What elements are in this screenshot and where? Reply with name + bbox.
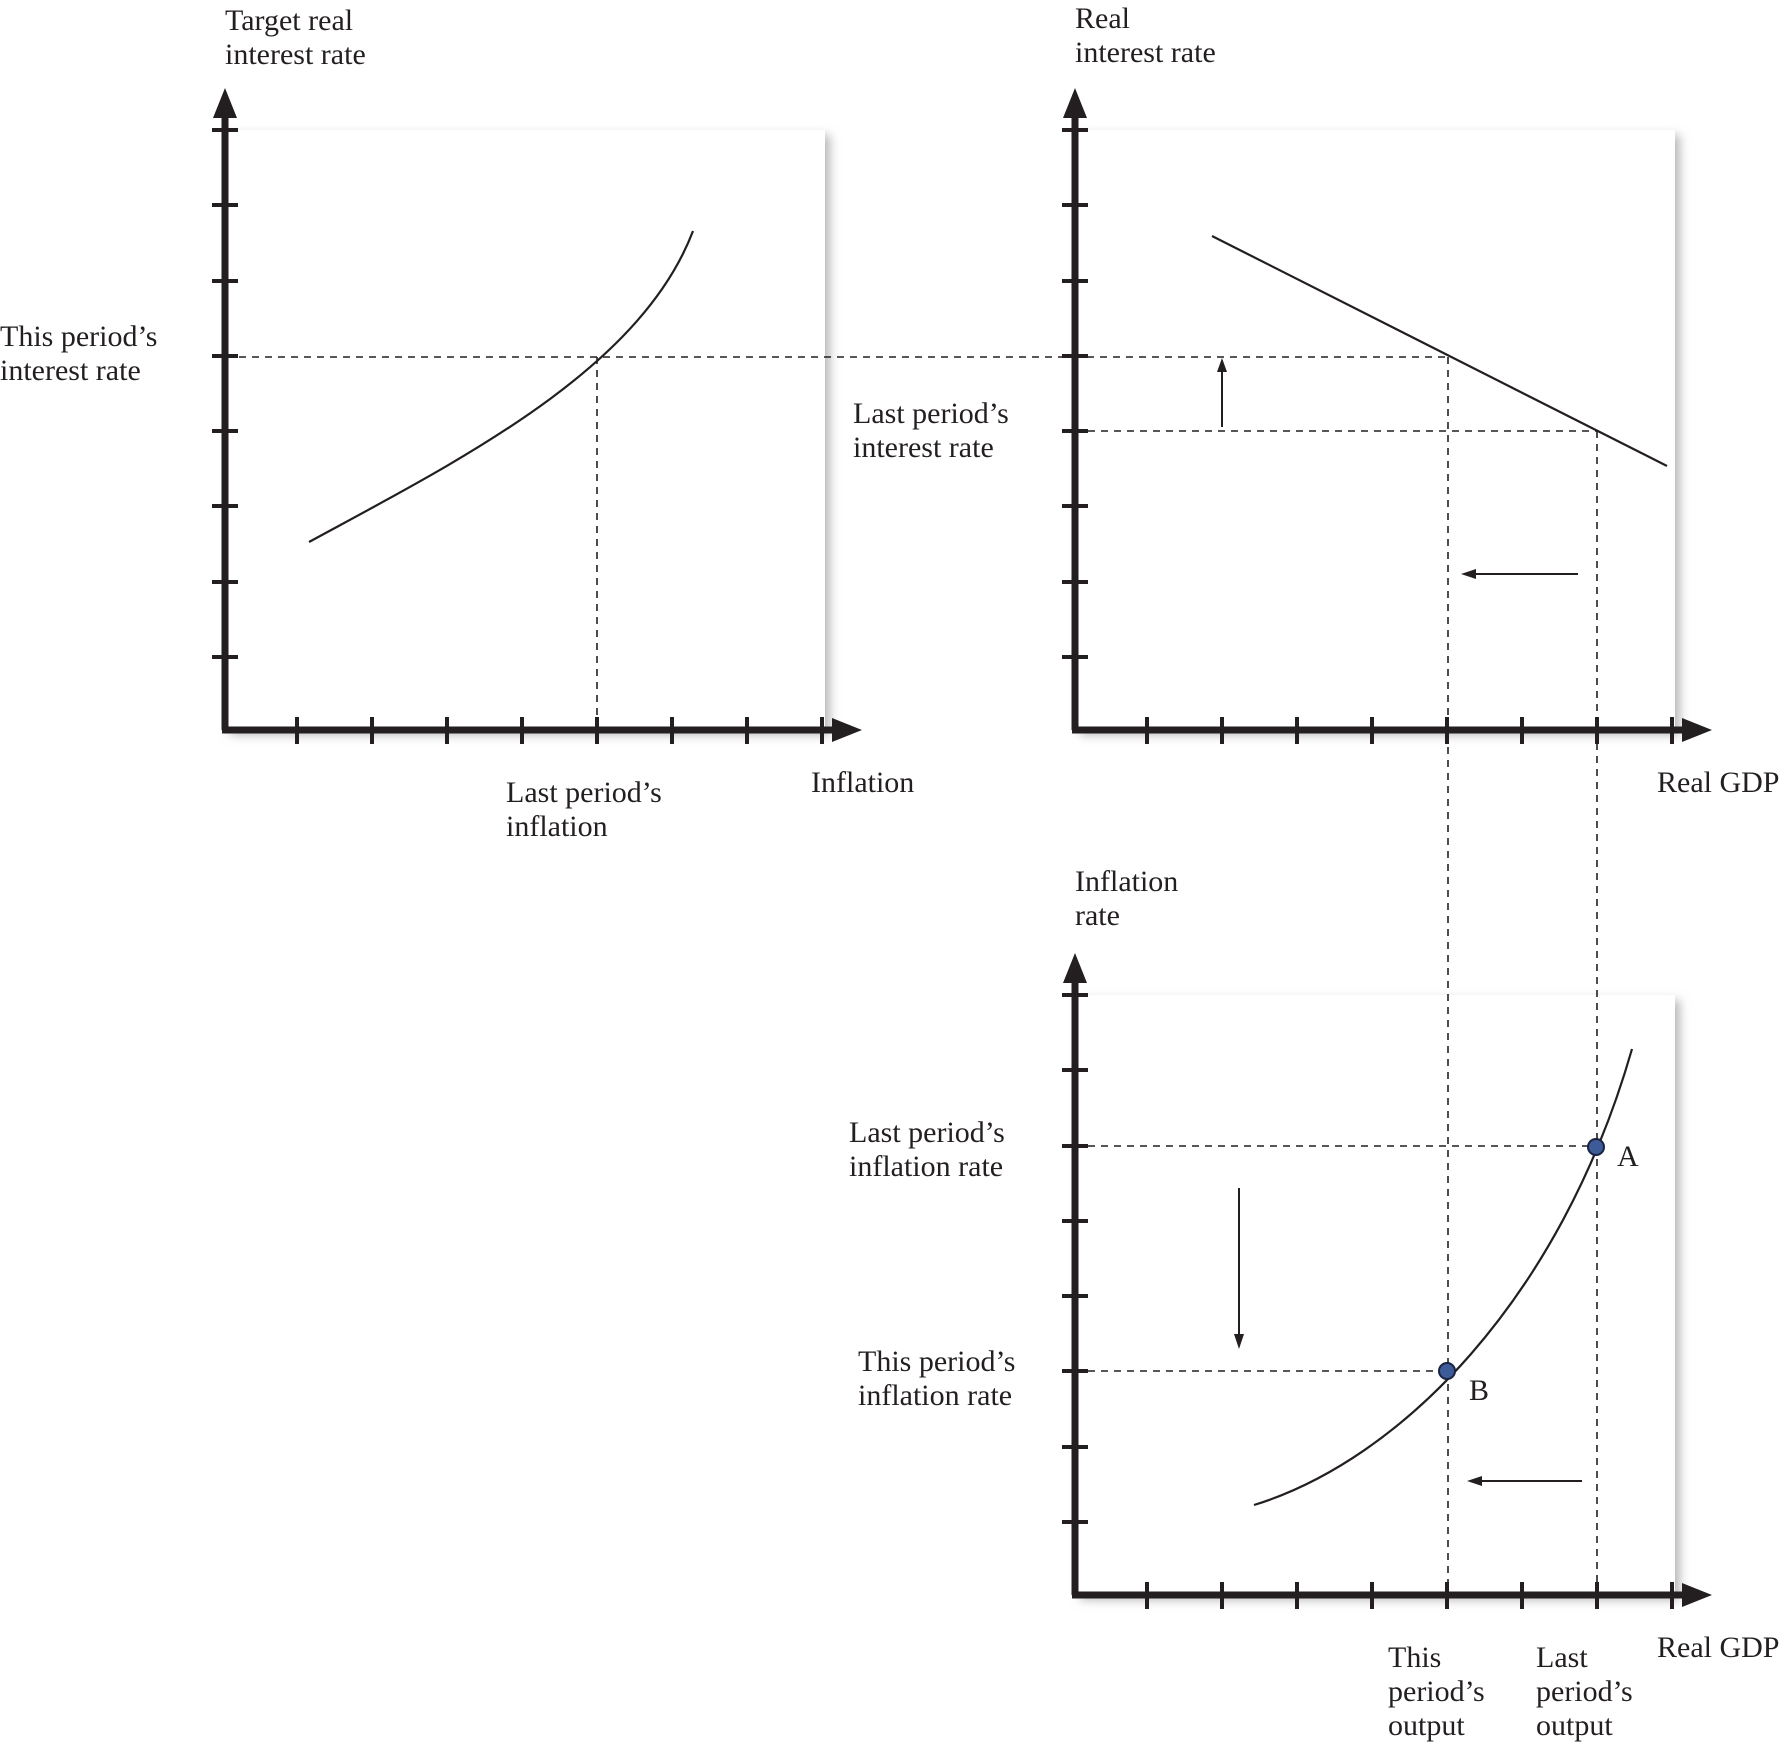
y-axis-label-real-interest-rate: Real interest rate [1075,2,1216,69]
point-b-marker [1438,1362,1456,1380]
panel-monetary-rule-frame [225,130,825,730]
output-left-arrow-lower [1467,1476,1582,1486]
output-left-arrow-upper [1461,569,1578,579]
x-axis-arrowhead [1682,718,1712,742]
price-adjustment-axes [1062,953,1712,1609]
panel-price-adjustment [1062,953,1712,1609]
point-a-label: A [1617,1140,1639,1173]
label-last-period-output: Last period’s output [1536,1641,1633,1742]
x-axis-ticks [295,717,824,744]
y-axis-arrowhead [1063,88,1087,118]
x-axis-label-real-gdp-upper: Real GDP [1657,766,1780,799]
y-axis-arrowhead [1063,953,1087,983]
aggregate-expenditure-line [1211,235,1668,467]
panel-monetary-rule [212,88,1087,744]
label-this-period-inflation-rate: This period’s inflation rate [858,1345,1016,1412]
point-a-marker [1587,1138,1605,1156]
interest-rate-up-arrow [1217,358,1227,427]
y-axis-ticks [1062,993,1088,1524]
label-this-period-output: This period’s output [1388,1641,1485,1742]
y-axis-label-inflation-rate: Inflation rate [1075,865,1179,932]
y-axis-ticks [212,128,238,659]
x-axis-label-real-gdp-lower: Real GDP [1657,1631,1780,1664]
inflation-down-arrow [1234,1188,1244,1349]
label-last-period-interest-rate: Last period’s interest rate [853,397,1009,464]
y-axis-arrowhead [213,88,237,118]
x-axis-ticks [1145,717,1674,744]
monetary-rule-axes [212,88,862,744]
panel-aggregate-expenditure [1062,88,1712,1595]
x-axis-label-inflation: Inflation [811,766,915,799]
point-b-label: B [1469,1374,1490,1407]
x-axis-ticks [1145,1582,1674,1609]
label-last-period-inflation-rate: Last period’s inflation rate [849,1116,1005,1183]
label-this-period-interest-rate: This period’s interest rate [0,320,158,387]
panel-price-adjustment-frame [1075,995,1675,1595]
y-axis-label-target-real-interest-rate: Target real interest rate [225,4,366,71]
monetary-policy-rule-curve [308,230,695,543]
panel-aggregate-expenditure-frame [1075,130,1675,730]
label-last-period-inflation: Last period’s inflation [506,776,662,843]
x-axis-arrowhead [832,718,862,742]
aggregate-expenditure-axes [1062,88,1712,744]
y-axis-ticks [1062,128,1088,659]
x-axis-arrowhead [1682,1583,1712,1607]
